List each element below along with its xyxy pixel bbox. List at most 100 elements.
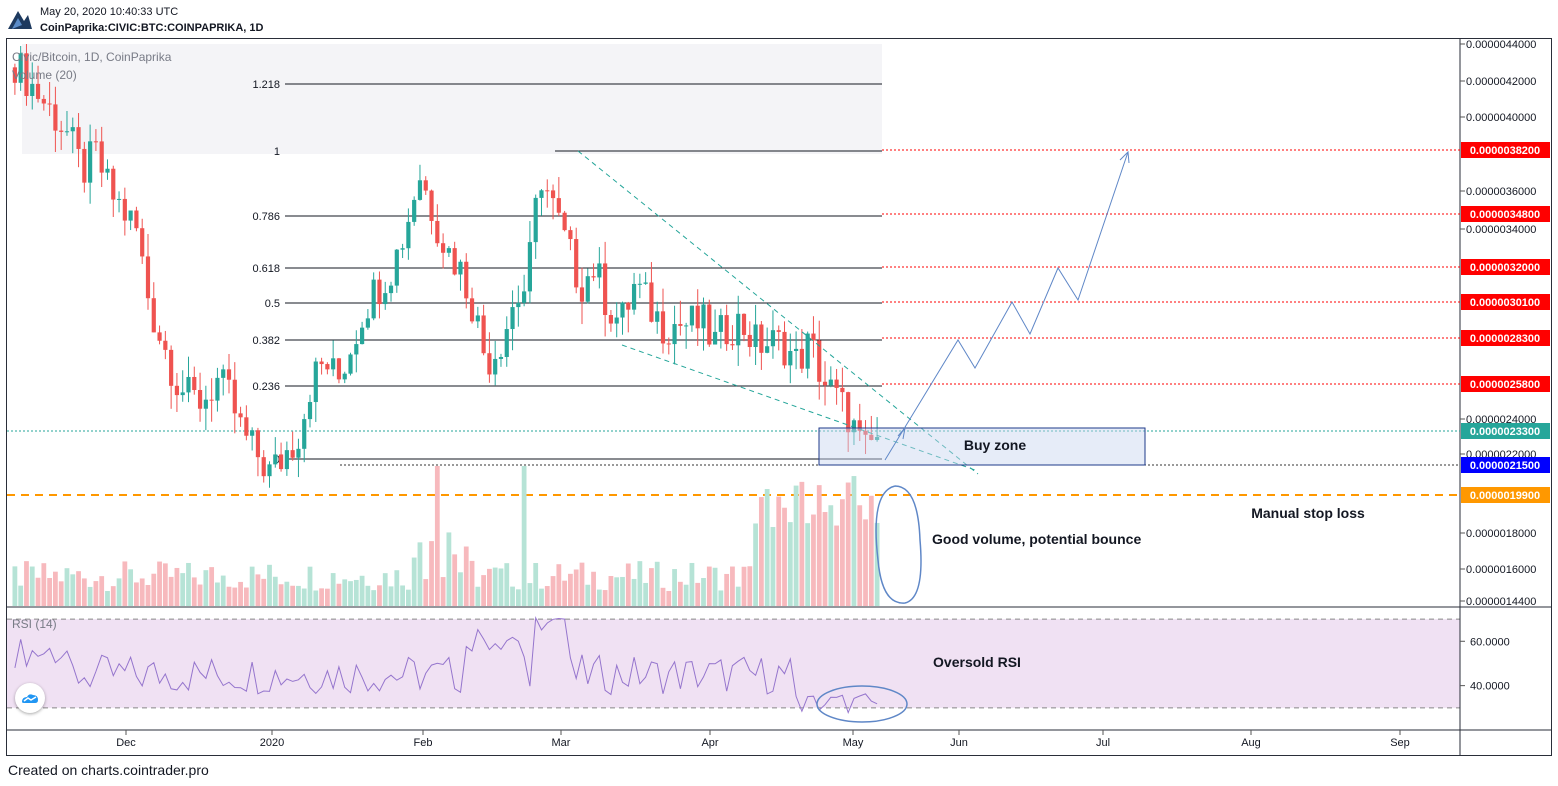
volume-bar bbox=[353, 579, 359, 606]
candle-body bbox=[342, 373, 347, 380]
arrow-head-icon bbox=[1119, 150, 1130, 164]
projection-path bbox=[884, 151, 1129, 461]
volume-bar bbox=[319, 588, 324, 606]
candle-body bbox=[400, 248, 405, 250]
volume-bar bbox=[637, 561, 643, 606]
volume-bar bbox=[423, 579, 429, 606]
candle-body bbox=[684, 325, 689, 327]
candle-body bbox=[776, 330, 781, 332]
price-label-box[interactable] bbox=[1461, 376, 1550, 392]
price-label-text: 0.0000023300 bbox=[1470, 426, 1540, 438]
candle-body bbox=[469, 298, 475, 322]
cloud-icon bbox=[22, 694, 38, 703]
fib-level-label: 1.218 bbox=[252, 79, 280, 91]
volume-bar bbox=[116, 578, 122, 606]
tradingview-badge-icon[interactable] bbox=[15, 683, 45, 713]
chart-frame[interactable] bbox=[6, 38, 1552, 756]
price-label-box[interactable] bbox=[1461, 206, 1550, 222]
candle-body bbox=[371, 279, 376, 319]
candle-body bbox=[64, 131, 70, 133]
candle-body bbox=[660, 311, 666, 344]
candle-body bbox=[782, 331, 787, 366]
volume-bar bbox=[712, 567, 718, 606]
candle-body bbox=[296, 448, 301, 458]
volume-bar bbox=[180, 573, 186, 606]
candle-body bbox=[655, 311, 660, 322]
volume-bar bbox=[215, 582, 220, 606]
candle-body bbox=[157, 332, 162, 341]
candle-body bbox=[59, 130, 64, 132]
symbol-info: CoinPaprika:CIVIC:BTC:COINPAPRIKA, 1D bbox=[40, 22, 264, 34]
candle-body bbox=[556, 198, 561, 213]
volume-bar bbox=[301, 588, 307, 606]
time-axis-label: Sep bbox=[1390, 737, 1410, 749]
volume-bar bbox=[249, 566, 255, 606]
volume-bar bbox=[515, 589, 521, 606]
volume-bar bbox=[463, 546, 469, 606]
price-label-box[interactable] bbox=[1461, 294, 1550, 310]
price-label-text: 0.0000030100 bbox=[1470, 297, 1540, 309]
candle-body bbox=[788, 351, 793, 366]
volume-bar bbox=[816, 485, 822, 606]
volume-bar bbox=[596, 589, 602, 606]
price-label-text: 0.0000021500 bbox=[1470, 460, 1540, 472]
candle-body bbox=[53, 104, 58, 131]
volume-bar bbox=[365, 585, 371, 606]
candle-body bbox=[35, 83, 41, 99]
candle-body bbox=[527, 242, 532, 292]
candles-group bbox=[12, 44, 880, 488]
candle-body bbox=[452, 248, 457, 275]
candle-body bbox=[313, 361, 318, 403]
rsi-legend[interactable]: RSI (14) bbox=[12, 617, 57, 631]
fib-level-label: 0.786 bbox=[252, 211, 280, 223]
upper-trendline bbox=[577, 150, 979, 475]
candle-body bbox=[302, 419, 307, 449]
candle-body bbox=[811, 333, 816, 341]
volume-bar bbox=[706, 566, 712, 606]
candle-body bbox=[568, 230, 573, 240]
volume-bar bbox=[191, 577, 197, 606]
chart-title[interactable]: Civic/Bitcoin, 1D, CoinPaprika bbox=[12, 50, 172, 64]
buy-zone-box[interactable] bbox=[818, 427, 1146, 466]
price-label-box[interactable] bbox=[1461, 330, 1550, 346]
volume-bar bbox=[307, 566, 313, 606]
volume-bar bbox=[811, 514, 816, 606]
volume-bar bbox=[527, 583, 533, 606]
volume-bar bbox=[41, 563, 47, 606]
candle-body bbox=[504, 329, 509, 357]
price-label-box[interactable] bbox=[1461, 457, 1550, 473]
price-axis-label: 0.0000016000 bbox=[1466, 564, 1536, 576]
candle-body bbox=[464, 261, 469, 299]
volume-bar bbox=[753, 523, 758, 606]
volume-bar bbox=[359, 575, 365, 606]
candle-body bbox=[620, 302, 625, 318]
price-label-box[interactable] bbox=[1461, 142, 1550, 158]
candle-body bbox=[290, 450, 295, 458]
price-label-box[interactable] bbox=[1461, 487, 1550, 503]
volume-legend[interactable]: Volume (20) bbox=[12, 68, 77, 82]
candle-body bbox=[516, 302, 521, 308]
volume-bar bbox=[24, 561, 29, 606]
volume-bar bbox=[29, 566, 35, 606]
candle-body bbox=[331, 358, 336, 370]
time-axis-label: May bbox=[843, 737, 864, 749]
fib-level-label: 1 bbox=[274, 146, 280, 158]
candle-body bbox=[319, 361, 324, 365]
price-label-box[interactable] bbox=[1461, 423, 1550, 439]
volume-bar bbox=[492, 567, 498, 606]
candle-body bbox=[169, 349, 174, 386]
volume-bar bbox=[238, 581, 243, 606]
candle-body bbox=[759, 324, 764, 353]
candle-body bbox=[701, 304, 706, 329]
candle-body bbox=[718, 315, 723, 332]
candle-body bbox=[493, 358, 498, 375]
volume-bar bbox=[440, 577, 446, 606]
candle-body bbox=[643, 282, 648, 284]
price-label-box[interactable] bbox=[1461, 259, 1550, 275]
volume-bar bbox=[70, 574, 76, 606]
candle-body bbox=[24, 53, 29, 96]
candle-body bbox=[481, 315, 486, 354]
candle-body bbox=[151, 298, 156, 333]
volume-bar bbox=[631, 578, 637, 606]
